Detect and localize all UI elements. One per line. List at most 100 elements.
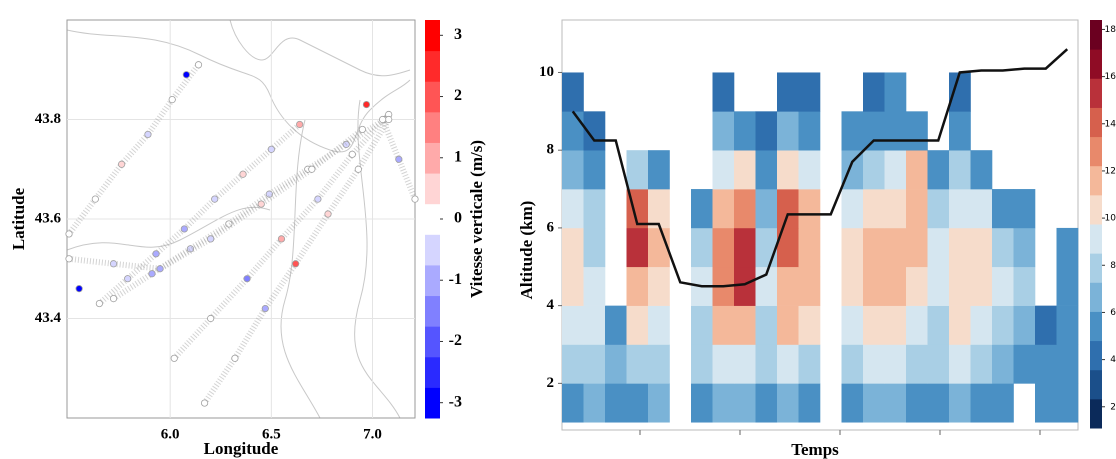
reflectivity-cell bbox=[691, 189, 713, 229]
reflectivity-cell bbox=[841, 189, 864, 229]
colorbar-swatch bbox=[425, 356, 440, 388]
track-point bbox=[265, 190, 273, 198]
colorbar-swatch bbox=[1090, 78, 1102, 108]
y-tick-label: 4 bbox=[547, 297, 555, 313]
reflectivity-cell bbox=[992, 227, 1014, 268]
y-tick-label: 43.8 bbox=[35, 111, 61, 127]
colorbar-swatch bbox=[425, 387, 440, 419]
colorbar-swatch bbox=[425, 142, 440, 174]
track-point bbox=[91, 195, 99, 203]
colorbar-swatch bbox=[1090, 107, 1102, 138]
colorbar-swatch bbox=[425, 264, 440, 297]
reflectivity-cell bbox=[626, 305, 649, 345]
reflectivity-cell bbox=[1035, 383, 1057, 423]
colorbar-tick-label: 1 bbox=[454, 148, 462, 165]
track-point bbox=[411, 195, 419, 203]
reflectivity-cell bbox=[583, 266, 606, 306]
reflectivity-cell bbox=[712, 111, 735, 151]
reflectivity-cell bbox=[927, 383, 950, 423]
track-point bbox=[261, 304, 269, 313]
reflectivity-cell bbox=[970, 150, 993, 190]
reflectivity-cell bbox=[992, 189, 1014, 229]
track-point bbox=[243, 275, 251, 283]
colorbar-swatch bbox=[1090, 282, 1102, 312]
reflectivity-cell bbox=[712, 305, 735, 345]
track-point bbox=[180, 225, 188, 233]
flight-track bbox=[66, 62, 201, 236]
reflectivity-cell bbox=[626, 344, 649, 384]
reflectivity-cell bbox=[777, 227, 799, 268]
reflectivity-cell bbox=[755, 189, 778, 229]
reflectivity-cell bbox=[562, 266, 584, 306]
track-point bbox=[95, 299, 103, 308]
reflectivity-cell bbox=[712, 72, 735, 112]
reflectivity-cell bbox=[691, 344, 713, 384]
reflectivity-cell bbox=[906, 189, 928, 229]
reflectivity-cell bbox=[970, 227, 993, 268]
reflectivity-cell bbox=[583, 305, 606, 345]
reflectivity-cell bbox=[884, 305, 907, 345]
reflectivity-cell bbox=[927, 150, 950, 190]
y-tick-label: 6 bbox=[547, 219, 555, 235]
reflectivity-cell bbox=[562, 189, 584, 229]
reflectivity-cell bbox=[648, 189, 670, 229]
reflectivity-cell bbox=[734, 111, 756, 151]
reflectivity-cell bbox=[927, 305, 950, 345]
reflectivity-cell bbox=[734, 150, 756, 190]
reflectivity-cell bbox=[562, 344, 584, 384]
reflectivity-cell bbox=[562, 227, 584, 268]
colorbar-swatch bbox=[425, 173, 440, 205]
track-point bbox=[354, 165, 362, 173]
reflectivity-cell bbox=[583, 383, 606, 423]
reflectivity-cell bbox=[949, 111, 971, 151]
colorbar-tick-label: 18 bbox=[1105, 25, 1116, 35]
reflectivity-cell bbox=[863, 72, 885, 112]
reflectivity-cell bbox=[777, 72, 799, 112]
track-point bbox=[277, 235, 286, 243]
reflectivity-cell bbox=[949, 72, 971, 112]
track-point bbox=[152, 250, 160, 258]
reflectivity-cell bbox=[712, 227, 735, 268]
reflectivity-cell bbox=[798, 150, 821, 190]
colorbar-swatch bbox=[425, 81, 440, 113]
track-point bbox=[267, 145, 275, 153]
reflectivity-cell bbox=[1056, 344, 1079, 384]
reflectivity-cell bbox=[949, 150, 971, 190]
y-tick-label: 8 bbox=[547, 142, 555, 158]
flight-altitude bbox=[571, 48, 1069, 288]
reflectivity-cell bbox=[734, 305, 756, 345]
reflectivity-cell bbox=[927, 266, 950, 306]
reflectivity-cell bbox=[884, 266, 907, 306]
reflectivity-cell bbox=[992, 344, 1014, 384]
reflectivity-cell bbox=[777, 305, 799, 345]
track-point bbox=[358, 125, 366, 134]
colorbar-tick-label: 10 bbox=[1105, 214, 1116, 224]
x-tick-label: 6.0 bbox=[161, 426, 180, 442]
colorbar-tick-label: -2 bbox=[449, 332, 462, 349]
track-point bbox=[144, 130, 152, 139]
y-tick-label: 2 bbox=[547, 375, 555, 391]
track-point bbox=[200, 399, 209, 407]
x-ticks-unlabeled bbox=[639, 430, 1041, 435]
reflectivity-cell bbox=[949, 305, 971, 345]
reflectivity-cell bbox=[863, 150, 885, 190]
reflectivity-cell bbox=[562, 111, 584, 151]
y-axis-label: Latitude bbox=[9, 187, 28, 250]
reflectivity-cell bbox=[755, 150, 778, 190]
reflectivity-cell bbox=[841, 305, 864, 345]
reflectivity-cell bbox=[798, 305, 821, 345]
colorbar-swatch bbox=[1090, 136, 1102, 167]
reflectivity-cell bbox=[605, 344, 627, 384]
track-point bbox=[65, 230, 73, 238]
reflectivity-cell bbox=[1013, 266, 1036, 306]
reflectivity-cell bbox=[992, 305, 1014, 345]
track-point bbox=[207, 235, 215, 243]
colorbar-tick-label: 14 bbox=[1105, 119, 1116, 129]
colorbar-swatch bbox=[425, 326, 440, 358]
track-point bbox=[182, 71, 190, 79]
colorbar-tick-label: 3 bbox=[454, 26, 462, 43]
colorbar-swatch bbox=[1090, 194, 1102, 225]
track-point bbox=[348, 150, 356, 158]
reflectivity-cell bbox=[1035, 305, 1057, 345]
reflectivity-cell bbox=[734, 227, 756, 268]
